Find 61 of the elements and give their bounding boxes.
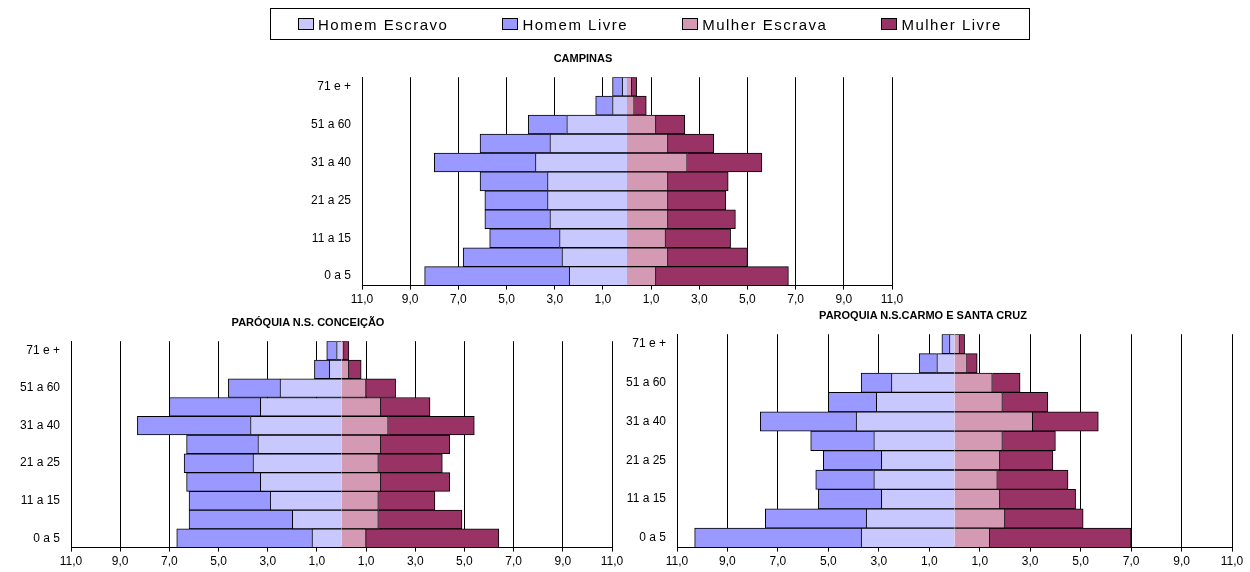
x-tick-label: 11,0 (350, 292, 374, 307)
x-tick-label: 3,0 (690, 292, 708, 307)
y-tick-label: 11 a 15 (311, 230, 352, 245)
legend-label: Mulher Livre (901, 15, 1002, 33)
x-tick-label: 7,0 (505, 554, 523, 569)
x-tick-label: 7,0 (450, 292, 468, 307)
x-tick-label: 7,0 (769, 554, 787, 569)
x-tick-label: 9,0 (835, 292, 853, 307)
x-tick-label: 9,0 (554, 554, 572, 569)
x-tick-label: 3,0 (406, 554, 424, 569)
x-tick-label: 3,0 (1021, 554, 1039, 569)
x-tick-label: 3,0 (870, 554, 888, 569)
x-tick-label: 3,0 (259, 554, 277, 569)
x-tick-label: 9,0 (719, 554, 737, 569)
y-tick-label: 31 a 40 (310, 154, 352, 169)
y-tick-label: 51 a 60 (19, 380, 61, 395)
y-tick-label: 31 a 40 (19, 417, 61, 432)
x-tick-label: 9,0 (1173, 554, 1191, 569)
legend-label: Homem Escravo (318, 15, 449, 33)
y-tick-label: 31 a 40 (625, 413, 667, 428)
y-tick-label: 11 a 15 (20, 493, 61, 507)
y-tick-label: 71 e + (317, 78, 351, 93)
y-tick-label: 71 e + (632, 336, 666, 351)
x-tick-label: 9,0 (401, 292, 419, 307)
y-tick-label: 51 a 60 (310, 116, 352, 131)
x-tick-label: 1,0 (920, 554, 938, 569)
x-tick-label: 11,0 (880, 292, 904, 307)
legend-label: Mulher Escrava (702, 15, 828, 33)
x-tick-label: 11,0 (1220, 554, 1244, 569)
x-tick-label: 11,0 (600, 554, 624, 569)
x-tick-label: 1,0 (642, 292, 660, 307)
x-tick-label: 1,0 (308, 554, 326, 569)
x-tick-label: 11,0 (59, 554, 83, 569)
y-tick-label: 11 a 15 (626, 491, 667, 506)
chart-title: CAMPINAS (553, 51, 613, 64)
chart-title: PARÓQUIA N.S. CONCEIÇÃO (231, 315, 385, 328)
legend-label: Homem Livre (522, 15, 629, 33)
y-tick-label: 21 a 25 (625, 452, 667, 467)
x-tick-label: 1,0 (594, 292, 612, 307)
y-tick-label: 0 a 5 (324, 268, 352, 283)
y-tick-label: 21 a 25 (19, 455, 61, 470)
x-tick-label: 7,0 (161, 554, 179, 569)
y-tick-label: 51 a 60 (625, 375, 667, 390)
x-tick-label: 5,0 (739, 292, 757, 307)
x-tick-label: 3,0 (546, 292, 564, 307)
x-tick-label: 9,0 (111, 554, 129, 569)
x-tick-label: 1,0 (357, 554, 375, 569)
y-tick-label: 71 e + (26, 342, 60, 357)
x-tick-label: 7,0 (787, 292, 805, 307)
x-tick-label: 11,0 (665, 554, 689, 569)
x-tick-label: 5,0 (1072, 554, 1090, 569)
chart-title: PAROQUIA N.S.CARMO E SANTA CRUZ (819, 308, 1028, 321)
x-tick-label: 5,0 (498, 292, 516, 307)
x-tick-label: 7,0 (1122, 554, 1140, 569)
x-tick-label: 5,0 (210, 554, 228, 569)
x-tick-label: 1,0 (971, 554, 989, 569)
x-tick-label: 5,0 (820, 554, 838, 569)
y-tick-label: 21 a 25 (310, 192, 352, 207)
y-tick-label: 0 a 5 (33, 530, 61, 545)
x-tick-label: 5,0 (456, 554, 474, 569)
y-tick-label: 0 a 5 (639, 530, 667, 545)
